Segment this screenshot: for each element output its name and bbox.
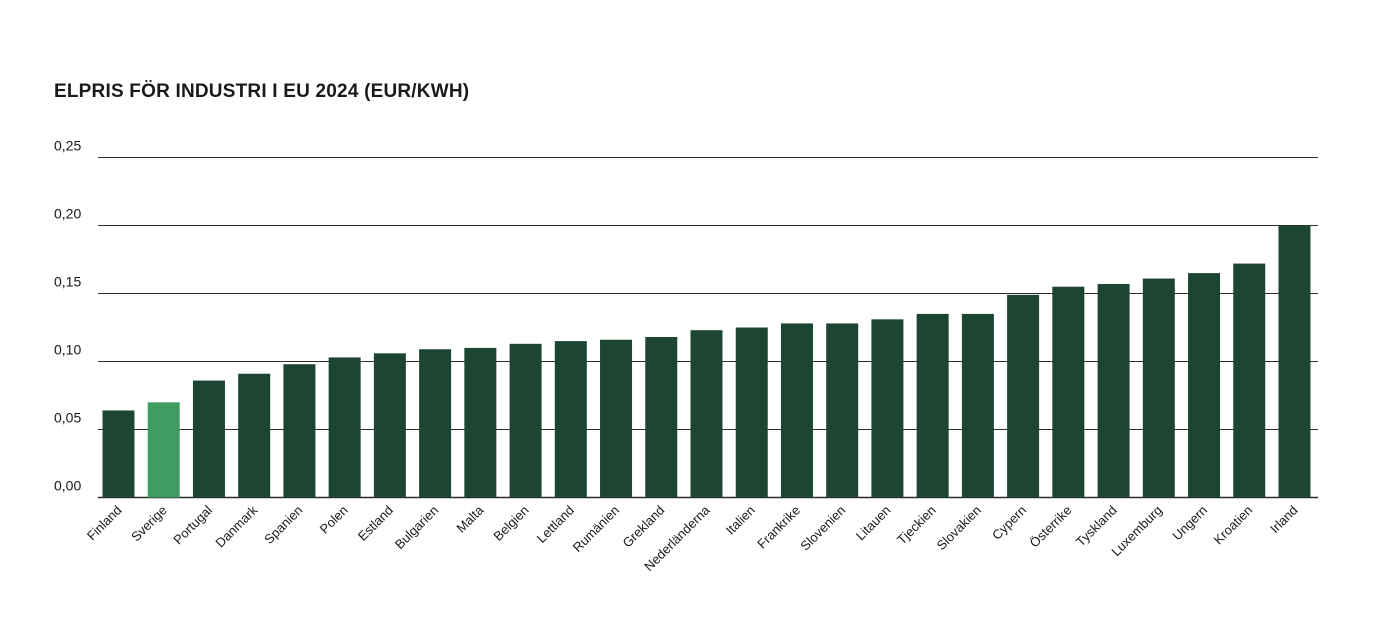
bar-tyskland — [1097, 283, 1130, 498]
bar-slovenien — [826, 323, 859, 498]
x-tick-label: Slovenien — [797, 503, 848, 554]
bar-bulgarien — [419, 349, 452, 498]
x-tick-label: Danmark — [212, 502, 260, 550]
x-tick-label: Belgien — [490, 503, 531, 544]
bar-ungern — [1188, 273, 1221, 498]
x-tick-label: Malta — [453, 502, 487, 536]
bar-luxemburg — [1142, 278, 1175, 498]
x-tick-label: Portugal — [170, 502, 215, 547]
bar-malta — [464, 347, 497, 498]
x-tick-label: Litauen — [853, 503, 894, 544]
bar-spanien — [283, 364, 316, 498]
bar-belgien — [509, 343, 542, 498]
bar-nederländerna — [690, 330, 723, 498]
x-tick-label: Finland — [84, 503, 125, 544]
bar-sverige — [147, 402, 180, 498]
x-tick-label: Spanien — [261, 503, 305, 547]
x-tick-label: Ungern — [1169, 503, 1210, 544]
x-tick-label: Lettland — [534, 503, 577, 546]
y-tick-label: 0,25 — [54, 138, 81, 154]
bar-rumänien — [600, 339, 633, 498]
bar-österrike — [1052, 286, 1085, 498]
x-tick-label: Tjeckien — [894, 503, 939, 548]
x-tick-label: Polen — [317, 503, 351, 537]
x-tick-label: Tyskland — [1073, 503, 1120, 550]
bar-finland — [102, 410, 135, 498]
x-tick-label: Irland — [1267, 503, 1301, 537]
bar-grekland — [645, 337, 678, 498]
x-tick-label: Bulgarien — [392, 503, 441, 552]
bar-danmark — [238, 373, 271, 498]
bar-estland — [373, 353, 406, 498]
bars — [102, 225, 1311, 498]
y-tick-label: 0,05 — [54, 410, 81, 426]
x-tick-label: Estland — [355, 503, 396, 544]
y-tick-label: 0,15 — [54, 274, 81, 290]
x-tick-label: Kroatien — [1211, 503, 1256, 548]
x-tick-label: Sverige — [128, 503, 170, 545]
chart-title: ELPRIS FÖR INDUSTRI I EU 2024 (EUR/KWH) — [54, 81, 470, 102]
x-tick-label: Österrike — [1027, 503, 1075, 551]
bar-tjeckien — [916, 313, 949, 498]
bar-irland — [1278, 225, 1311, 498]
y-tick-label: 0,00 — [54, 478, 81, 494]
bar-portugal — [192, 380, 225, 498]
x-tick-label: Rumänien — [570, 503, 623, 556]
bar-lettland — [554, 341, 587, 498]
y-tick-label: 0,20 — [54, 206, 81, 222]
y-axis-ticks: 0,00 0,05 0,10 0,15 0,20 0,25 — [54, 138, 81, 494]
bar-polen — [328, 357, 361, 498]
bar-frankrike — [780, 323, 813, 498]
x-tick-label: Cypern — [989, 503, 1029, 543]
bar-cypern — [1007, 294, 1040, 498]
bar-kroatien — [1233, 263, 1266, 498]
x-tick-label: Slovakien — [934, 503, 984, 553]
bar-litauen — [871, 319, 904, 498]
x-tick-label: Italien — [723, 503, 758, 538]
y-tick-label: 0,10 — [54, 342, 81, 358]
bar-italien — [735, 327, 768, 498]
x-tick-label: Frankrike — [754, 503, 803, 552]
bar-slovakien — [961, 313, 994, 498]
